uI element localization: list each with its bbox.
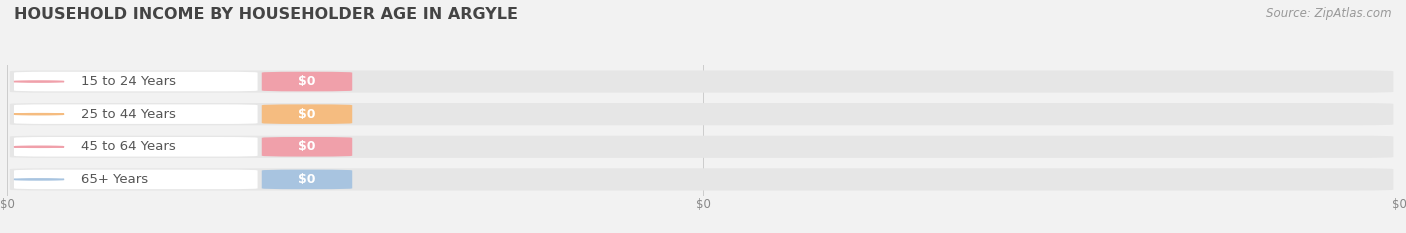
FancyBboxPatch shape xyxy=(14,72,257,91)
Text: $0: $0 xyxy=(298,173,316,186)
Text: 65+ Years: 65+ Years xyxy=(80,173,148,186)
FancyBboxPatch shape xyxy=(10,103,1393,125)
FancyBboxPatch shape xyxy=(14,137,257,157)
FancyBboxPatch shape xyxy=(10,136,1393,158)
Text: HOUSEHOLD INCOME BY HOUSEHOLDER AGE IN ARGYLE: HOUSEHOLD INCOME BY HOUSEHOLDER AGE IN A… xyxy=(14,7,517,22)
Text: 45 to 64 Years: 45 to 64 Years xyxy=(80,140,176,153)
FancyBboxPatch shape xyxy=(14,170,257,189)
FancyBboxPatch shape xyxy=(14,104,257,124)
Circle shape xyxy=(14,81,65,82)
FancyBboxPatch shape xyxy=(262,104,353,124)
Text: 15 to 24 Years: 15 to 24 Years xyxy=(80,75,176,88)
Text: 25 to 44 Years: 25 to 44 Years xyxy=(80,108,176,121)
FancyBboxPatch shape xyxy=(10,168,1393,191)
FancyBboxPatch shape xyxy=(10,70,1393,93)
Text: $0: $0 xyxy=(298,75,316,88)
Text: $0: $0 xyxy=(298,108,316,121)
FancyBboxPatch shape xyxy=(262,137,353,157)
Circle shape xyxy=(14,146,65,147)
Text: $0: $0 xyxy=(298,140,316,153)
Circle shape xyxy=(14,179,65,180)
Text: Source: ZipAtlas.com: Source: ZipAtlas.com xyxy=(1267,7,1392,20)
FancyBboxPatch shape xyxy=(262,72,353,91)
FancyBboxPatch shape xyxy=(262,170,353,189)
Circle shape xyxy=(14,113,65,115)
